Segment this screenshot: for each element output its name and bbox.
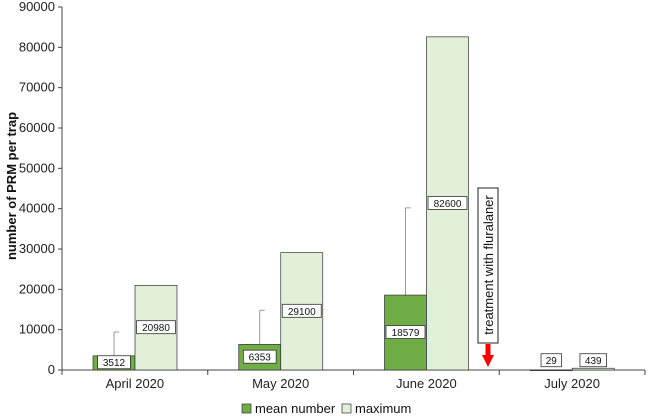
arrow-head <box>482 355 494 367</box>
data-label-maximum: 29100 <box>288 307 316 318</box>
data-label-maximum: 439 <box>585 356 602 367</box>
data-label-mean: 18579 <box>392 328 420 339</box>
annotation-text: treatment with fluralaner <box>481 195 496 335</box>
data-label-maximum-box <box>136 320 176 335</box>
x-axis-categories: April 2020 May 2020 June 2020 July 2020 <box>61 370 646 391</box>
data-label-maximum: 82600 <box>434 199 462 210</box>
y-axis-ticks: 0 10000 20000 30000 40000 50000 60000 70000 8000… <box>19 0 62 377</box>
x-category-label: April 2020 <box>106 376 165 391</box>
y-tick-label: 10000 <box>19 322 55 337</box>
y-tick-label: 80000 <box>19 39 55 54</box>
y-tick-label: 40000 <box>19 201 55 216</box>
data-label-maximum-box <box>579 353 607 368</box>
bar-mean-number <box>529 369 573 372</box>
y-tick-label: 60000 <box>19 120 55 135</box>
data-label-mean-box <box>540 353 562 368</box>
annotation-box <box>477 187 499 344</box>
bars: 3512 20980 6353 29100 18579 82600 29 439 <box>92 36 615 372</box>
legend-label: maximum <box>355 401 411 416</box>
bar-maximum <box>571 367 615 371</box>
data-label-mean-box <box>385 325 426 339</box>
legend: mean number maximum <box>241 401 411 416</box>
data-label-mean: 3512 <box>103 358 126 369</box>
legend-label: mean number <box>255 401 336 416</box>
x-category-label: July 2020 <box>544 376 600 391</box>
legend-swatch <box>241 403 252 414</box>
treatment-annotation: treatment with fluralaner <box>477 187 499 367</box>
data-label-mean-box <box>97 355 131 370</box>
y-axis-label: number of PRM per trap <box>4 112 19 260</box>
x-category-label: May 2020 <box>252 376 309 391</box>
y-tick-label: 0 <box>48 362 55 377</box>
data-label-mean: 6353 <box>249 353 272 364</box>
y-tick-label: 50000 <box>19 160 55 175</box>
arrow-shaft <box>485 344 491 356</box>
data-label-mean: 29 <box>546 356 558 367</box>
y-tick-label: 30000 <box>19 241 55 256</box>
data-label-maximum-box <box>281 303 322 318</box>
data-label-maximum-box <box>427 196 468 210</box>
data-label-maximum: 20980 <box>142 323 170 334</box>
legend-swatch <box>341 403 352 414</box>
y-tick-label: 70000 <box>19 80 55 95</box>
data-label-mean-box <box>242 349 277 364</box>
y-tick-label: 20000 <box>19 281 55 296</box>
x-category-label: June 2020 <box>396 376 457 391</box>
y-tick-label: 90000 <box>19 0 55 14</box>
red-arrow-icon <box>482 344 494 367</box>
